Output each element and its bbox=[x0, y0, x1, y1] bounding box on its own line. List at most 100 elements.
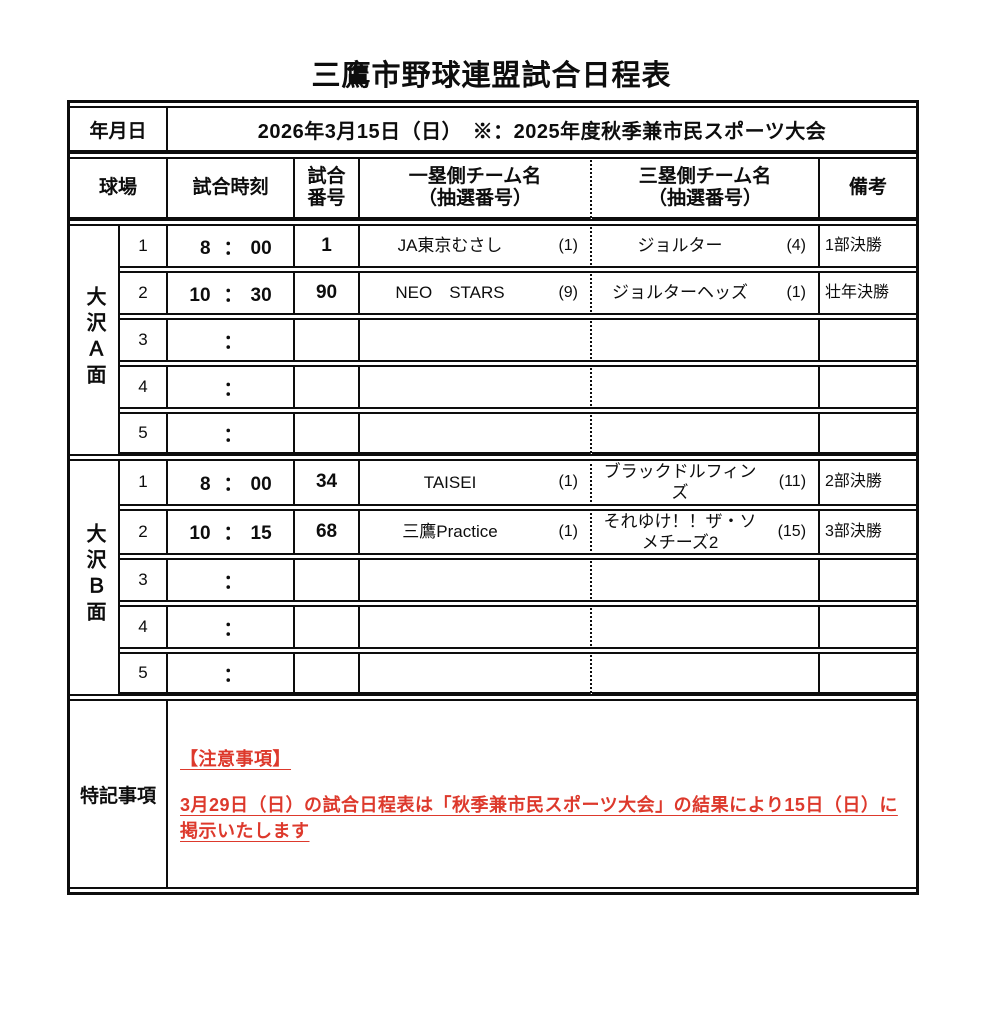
row-number: 4 bbox=[120, 365, 169, 409]
row-number: 3 bbox=[120, 318, 169, 362]
first-base-team-cell bbox=[360, 558, 593, 602]
time-minute: 30 bbox=[250, 284, 272, 306]
first-base-draw-number: (1) bbox=[558, 473, 579, 491]
first-base-draw-number: (1) bbox=[558, 522, 579, 540]
time-hour: 8 bbox=[199, 473, 211, 495]
first-base-draw-number: (9) bbox=[558, 284, 579, 301]
col-header-third-team-line2: （抽選番号） bbox=[648, 188, 763, 209]
first-base-team-cell bbox=[360, 365, 593, 409]
col-header-first-base-team: 一塁側チーム名 （抽選番号） bbox=[360, 157, 593, 221]
time-cell: ： bbox=[168, 605, 296, 649]
third-base-draw-number: (11) bbox=[778, 473, 807, 491]
first-base-team-name: 三鷹Practice bbox=[402, 522, 498, 542]
schedule-row: 4 ： bbox=[70, 365, 917, 409]
time-colon: ： bbox=[223, 284, 243, 306]
col-header-time: 試合時刻 bbox=[168, 157, 296, 221]
notice-body: 3月29日（日）の試合日程表は「秋季兼市民スポーツ大会」の結果により15日（日）… bbox=[180, 795, 898, 841]
time-colon: ： bbox=[223, 473, 243, 495]
col-header-game-no: 試合 番号 bbox=[295, 157, 361, 221]
time-cell: ： bbox=[168, 652, 296, 696]
row-number: 1 bbox=[120, 459, 169, 506]
time-minute: 00 bbox=[250, 473, 272, 495]
col-header-third-team-line1: 三塁側チーム名 bbox=[638, 165, 772, 187]
notes-label: 特記事項 bbox=[70, 699, 169, 889]
venue-label-a-text: 大沢Ａ面 bbox=[83, 285, 105, 390]
game-number bbox=[295, 558, 361, 602]
row-number: 3 bbox=[120, 558, 169, 602]
remarks-cell bbox=[820, 558, 917, 602]
third-base-team-cell bbox=[592, 365, 821, 409]
col-header-venue: 球場 bbox=[70, 157, 169, 221]
col-header-game-no-line1: 試合 bbox=[307, 165, 346, 187]
row-number: 2 bbox=[120, 508, 169, 555]
time-minute: 00 bbox=[250, 237, 272, 259]
third-base-team-name: ジョルター bbox=[637, 236, 723, 256]
game-number: 90 bbox=[295, 271, 361, 315]
third-base-team-cell bbox=[592, 652, 821, 696]
third-base-team-cell: ブラックドルフィンズ (11) bbox=[592, 459, 821, 506]
time-cell: 8 ： 00 bbox=[168, 459, 296, 506]
time-colon: ： bbox=[223, 571, 243, 593]
time-cell: 10 ： 15 bbox=[168, 508, 296, 555]
remarks-cell: 1部決勝 bbox=[820, 224, 917, 268]
first-base-team-cell bbox=[360, 318, 593, 362]
game-number bbox=[295, 318, 361, 362]
schedule-row: 4 ： bbox=[70, 605, 917, 649]
time-colon: ： bbox=[223, 424, 243, 446]
third-base-draw-number: (15) bbox=[777, 522, 807, 540]
third-base-team-cell: ジョルターヘッズ (1) bbox=[592, 271, 821, 315]
third-base-team-cell: それゆけ！！ザ・ソメチーズ2 (15) bbox=[592, 508, 821, 555]
time-colon: ： bbox=[223, 237, 243, 259]
time-hour: 8 bbox=[199, 237, 211, 259]
first-base-team-cell: 三鷹Practice (1) bbox=[360, 508, 593, 555]
time-colon: ： bbox=[223, 378, 243, 400]
time-cell: ： bbox=[168, 412, 296, 456]
game-number bbox=[295, 605, 361, 649]
date-row: 年月日 2026年3月15日（日） ※：2025年度秋季兼市民スポーツ大会 bbox=[70, 106, 917, 154]
third-base-team-name: ジョルターヘッズ bbox=[612, 283, 749, 303]
time-cell: 8 ： 00 bbox=[168, 224, 296, 268]
game-number: 68 bbox=[295, 508, 361, 555]
time-cell: 10 ： 30 bbox=[168, 271, 296, 315]
column-header-row: 球場 試合時刻 試合 番号 一塁側チーム名 （抽選番号） 三塁側チーム名 （抽選… bbox=[70, 157, 917, 221]
notice-heading: 【注意事項】 bbox=[180, 749, 292, 769]
time-colon: ： bbox=[223, 664, 243, 686]
schedule-row: 2 10 ： 15 68 三鷹Practice (1) それゆけ！！ザ・ソメチーズ2 (… bbox=[70, 508, 917, 555]
schedule-row: 3 ： bbox=[70, 318, 917, 362]
col-header-third-base-team: 三塁側チーム名 （抽選番号） bbox=[592, 157, 821, 221]
third-base-team-cell bbox=[592, 605, 821, 649]
venue-label-a: 大沢Ａ面 bbox=[70, 224, 120, 456]
game-number bbox=[295, 412, 361, 456]
time-hour: 10 bbox=[189, 284, 211, 306]
row-number: 1 bbox=[120, 224, 169, 268]
remarks-cell: 2部決勝 bbox=[820, 459, 917, 506]
remarks-cell bbox=[820, 605, 917, 649]
third-base-draw-number: (1) bbox=[786, 284, 807, 301]
remarks-cell bbox=[820, 318, 917, 362]
first-base-team-cell: JA東京むさし (1) bbox=[360, 224, 593, 268]
first-base-team-cell bbox=[360, 652, 593, 696]
schedule-row: 5 ： bbox=[70, 412, 917, 456]
first-base-team-name: TAISEI bbox=[423, 472, 477, 492]
col-header-game-no-line2: 番号 bbox=[307, 188, 346, 209]
time-minute: 15 bbox=[250, 523, 272, 545]
row-number: 5 bbox=[120, 652, 169, 696]
game-number bbox=[295, 652, 361, 696]
first-base-team-cell: NEO STARS (9) bbox=[360, 271, 593, 315]
first-base-team-name: NEO STARS bbox=[395, 283, 505, 303]
schedule-row: 大沢Ａ面 1 8 ： 00 1 JA東京むさし (1) ジョルター (4) 1部決勝 bbox=[70, 224, 917, 456]
third-base-team-cell bbox=[592, 558, 821, 602]
time-colon: ： bbox=[223, 523, 243, 545]
remarks-cell bbox=[820, 652, 917, 696]
row-number: 4 bbox=[120, 605, 169, 649]
game-number: 34 bbox=[295, 459, 361, 506]
first-base-draw-number: (1) bbox=[558, 237, 579, 254]
notes-content-cell: 【注意事項】 3月29日（日）の試合日程表は「秋季兼市民スポーツ大会」の結果によ… bbox=[168, 699, 917, 889]
time-colon: ： bbox=[223, 331, 243, 353]
time-cell: ： bbox=[168, 365, 296, 409]
remarks-cell bbox=[820, 412, 917, 456]
schedule-table: 年月日 2026年3月15日（日） ※：2025年度秋季兼市民スポーツ大会 球場… bbox=[67, 100, 920, 895]
remarks-cell: 3部決勝 bbox=[820, 508, 917, 555]
third-base-team-cell bbox=[592, 412, 821, 456]
remarks-cell: 壮年決勝 bbox=[820, 271, 917, 315]
